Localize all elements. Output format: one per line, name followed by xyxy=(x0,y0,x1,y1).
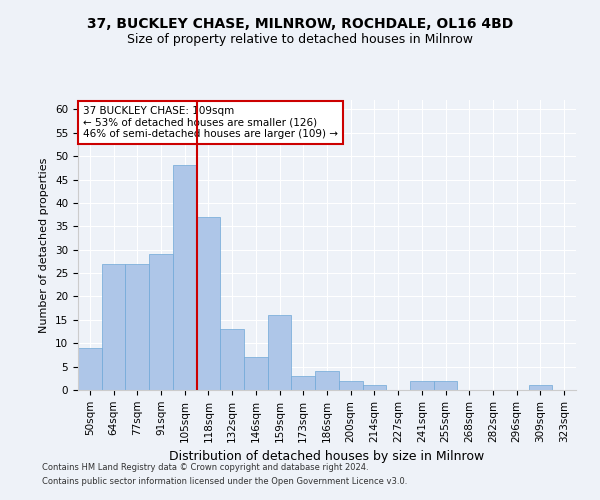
Bar xyxy=(149,254,173,390)
Bar xyxy=(434,380,457,390)
Bar xyxy=(220,329,244,390)
Bar xyxy=(102,264,125,390)
Text: 37 BUCKLEY CHASE: 109sqm
← 53% of detached houses are smaller (126)
46% of semi-: 37 BUCKLEY CHASE: 109sqm ← 53% of detach… xyxy=(83,106,338,139)
Bar xyxy=(244,358,268,390)
Bar xyxy=(78,348,102,390)
Text: 37, BUCKLEY CHASE, MILNROW, ROCHDALE, OL16 4BD: 37, BUCKLEY CHASE, MILNROW, ROCHDALE, OL… xyxy=(87,18,513,32)
Bar xyxy=(197,217,220,390)
Bar xyxy=(173,166,197,390)
Bar xyxy=(529,386,552,390)
Bar xyxy=(362,386,386,390)
Bar xyxy=(268,315,292,390)
Bar xyxy=(410,380,434,390)
Bar xyxy=(339,380,362,390)
Text: Contains HM Land Registry data © Crown copyright and database right 2024.: Contains HM Land Registry data © Crown c… xyxy=(42,464,368,472)
Bar xyxy=(125,264,149,390)
Y-axis label: Number of detached properties: Number of detached properties xyxy=(40,158,49,332)
Bar xyxy=(315,372,339,390)
X-axis label: Distribution of detached houses by size in Milnrow: Distribution of detached houses by size … xyxy=(169,450,485,463)
Text: Size of property relative to detached houses in Milnrow: Size of property relative to detached ho… xyxy=(127,32,473,46)
Text: Contains public sector information licensed under the Open Government Licence v3: Contains public sector information licen… xyxy=(42,477,407,486)
Bar xyxy=(292,376,315,390)
